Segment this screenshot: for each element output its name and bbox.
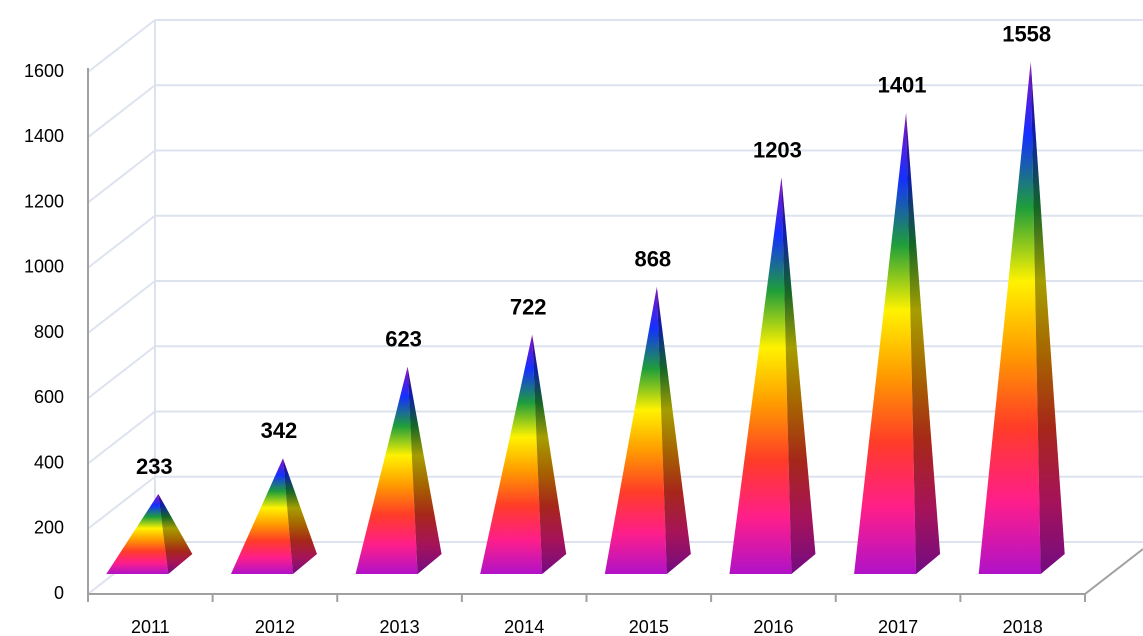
data-label: 722 (510, 294, 547, 319)
pyramid-shade (282, 458, 317, 574)
x-tick-label: 2015 (629, 617, 669, 636)
data-label: 623 (385, 327, 422, 352)
pyramid (604, 286, 691, 574)
pyramid-front (604, 286, 667, 574)
y-tick-label: 800 (34, 322, 64, 342)
pyramid (480, 334, 567, 574)
pyramid-front (854, 112, 917, 574)
y-tick-label: 1400 (24, 126, 64, 146)
pyramid (729, 177, 816, 575)
pyramid-shade (656, 286, 691, 574)
grid-line (87, 214, 156, 269)
grid-line (87, 149, 156, 204)
data-label: 1203 (753, 137, 802, 162)
pyramid-side (656, 286, 691, 574)
pyramid-shade (532, 334, 567, 574)
pyramid-side (1030, 61, 1065, 574)
pyramid (355, 366, 442, 574)
x-tick-label: 2013 (380, 617, 420, 636)
pyramid (978, 61, 1065, 574)
grid-line (87, 345, 156, 400)
pyramid-front (355, 366, 418, 574)
pyramid-side (781, 177, 816, 575)
pyramid-side (158, 493, 193, 574)
pyramid-side (282, 458, 317, 574)
y-tick-label: 1200 (24, 191, 64, 211)
data-label: 868 (634, 247, 671, 272)
y-tick-label: 1000 (24, 257, 64, 277)
floor-edge (1084, 548, 1143, 595)
pyramid (230, 458, 317, 574)
grid-line (87, 410, 156, 465)
data-label: 1558 (1002, 22, 1051, 47)
y-tick-label: 400 (34, 452, 64, 472)
pyramid (854, 112, 941, 574)
grid-line (87, 475, 156, 530)
data-label: 233 (136, 454, 173, 479)
grid-line (87, 19, 156, 73)
grid-line (87, 84, 156, 139)
x-tick-label: 2012 (255, 617, 295, 636)
y-tick-label: 600 (34, 387, 64, 407)
y-tick-label: 200 (34, 518, 64, 538)
pyramid-shade (781, 177, 816, 575)
x-tick-label: 2018 (1003, 617, 1043, 636)
pyramid-front (480, 334, 543, 574)
grid-line (87, 280, 156, 334)
pyramid-shade (1030, 61, 1065, 574)
pyramid-front (978, 61, 1041, 574)
pyramid-side (532, 334, 567, 574)
x-tick-label: 2011 (131, 617, 170, 636)
pyramid-front (729, 177, 792, 575)
pyramid-side (407, 366, 442, 574)
pyramid-shade (407, 366, 442, 574)
pyramid (106, 493, 193, 574)
y-tick-label: 1600 (24, 61, 64, 81)
pyramid-side (906, 112, 941, 574)
x-tick-label: 2017 (878, 617, 918, 636)
x-tick-label: 2016 (753, 617, 793, 636)
y-tick-label: 0 (54, 583, 64, 603)
pyramid-shade (158, 493, 193, 574)
pyramid-shade (906, 112, 941, 574)
x-tick-label: 2014 (504, 617, 544, 636)
data-label: 1401 (878, 73, 927, 98)
data-label: 342 (261, 418, 298, 443)
pyramid-front (230, 458, 293, 574)
pyramid-front (106, 493, 169, 574)
